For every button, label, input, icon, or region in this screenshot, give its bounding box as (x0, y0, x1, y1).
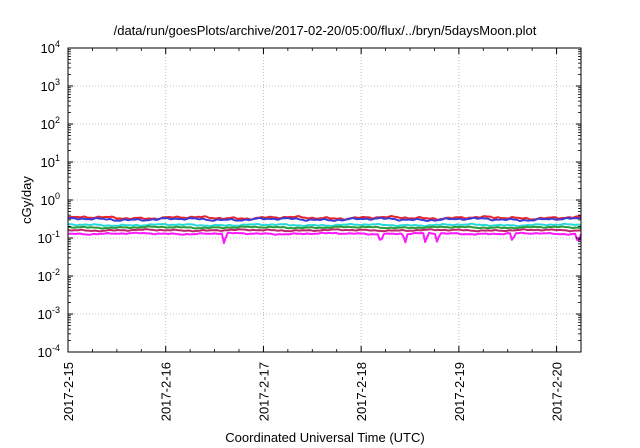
series-line (68, 231, 582, 245)
x-axis-label: Coordinated Universal Time (UTC) (225, 430, 424, 445)
y-tick-label: 10-1 (38, 229, 60, 246)
x-tick-label: 2017-2-20 (550, 362, 565, 421)
chart-title: /data/run/goesPlots/archive/2017-02-20/0… (114, 23, 537, 38)
x-tick-label: 2017-2-19 (452, 362, 467, 421)
y-tick-label: 100 (41, 191, 60, 208)
y-axis-label: cGy/day (19, 176, 34, 224)
series-group (67, 215, 582, 245)
series-line (67, 228, 582, 233)
series-line (68, 225, 582, 230)
x-tick-label: 2017-2-16 (159, 362, 174, 421)
grid (68, 48, 581, 352)
y-tick-label: 101 (41, 153, 60, 170)
y-tick-label: 10-3 (38, 305, 60, 322)
x-tick-label: 2017-2-18 (354, 362, 369, 421)
y-tick-label: 10-4 (38, 343, 60, 360)
y-tick-label: 103 (41, 77, 60, 94)
series-line (67, 216, 581, 222)
y-tick-label: 104 (41, 39, 60, 56)
x-tick-label: 2017-2-15 (61, 362, 76, 421)
series-line (67, 222, 582, 228)
y-tick-label: 102 (41, 115, 60, 132)
ticks: 104 103 102 101 100 10-1 10-2 10-3 10-42017-2-15… (38, 39, 581, 421)
x-tick-label: 2017-2-17 (256, 362, 271, 421)
plot-frame (67, 47, 582, 353)
y-tick-label: 10-2 (38, 267, 60, 284)
